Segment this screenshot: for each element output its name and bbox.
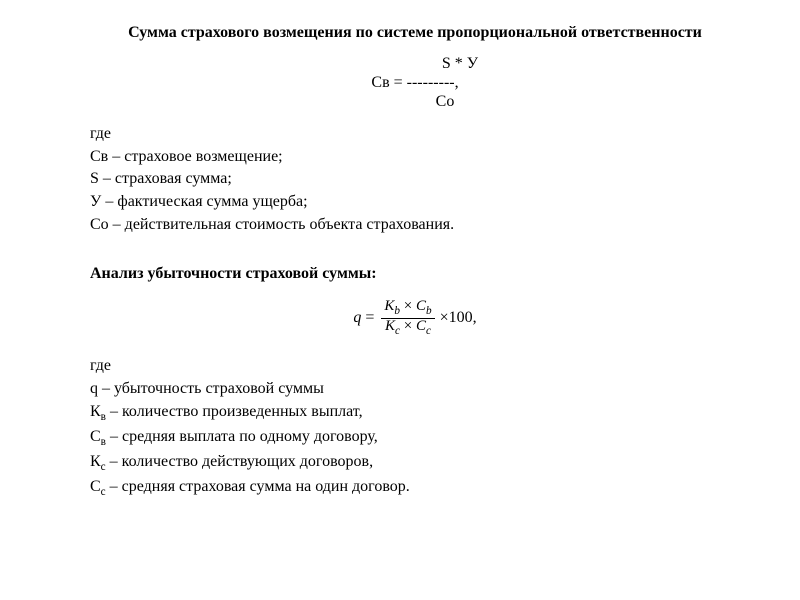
formula2-lhs: q = <box>353 307 374 329</box>
section2-colon: : <box>371 265 376 282</box>
def2-l2-sym: К <box>90 403 101 420</box>
def2-l3-sym: С <box>90 428 101 445</box>
def1-line3: У – фактическая сумма ущерба; <box>90 191 740 213</box>
den-Kc-K: K <box>385 318 395 334</box>
formula-1: S * У Св = ---------, Со <box>90 54 740 112</box>
where-label: где <box>90 123 740 145</box>
page-title: Сумма страхового возмещения по системе п… <box>90 22 740 44</box>
formula1-numerator: S * У <box>90 54 740 73</box>
num-Kb-K: K <box>384 298 394 314</box>
section2-title-text: Анализ убыточности страховой суммы <box>90 265 371 282</box>
def2-line3: Св – средняя выплата по одному договору, <box>90 426 740 450</box>
def2-l4-sym: К <box>90 453 101 470</box>
def2-l5-sym: С <box>90 478 101 495</box>
formula2-eq: = <box>361 309 374 326</box>
def2-l2-rest: – количество произведенных выплат, <box>106 403 363 420</box>
formula2-numerator: Kb × Cb <box>380 299 435 318</box>
def1-line1: Св – страховое возмещение; <box>90 146 740 168</box>
def2-l4-rest: – количество действующих договоров, <box>106 453 373 470</box>
formula2-fraction: Kb × Cb Kc × Cc <box>380 299 435 338</box>
def2-l3-rest: – средняя выплата по одному договору, <box>106 428 378 445</box>
formula2-tail: ×100, <box>440 307 477 329</box>
num-times1: × <box>400 298 416 314</box>
num-Cb-sub: b <box>426 305 432 317</box>
document-page: Сумма страхового возмещения по системе п… <box>0 0 800 526</box>
def1-line2: S – страховая сумма; <box>90 168 740 190</box>
def2-line2: Кв – количество произведенных выплат, <box>90 401 740 425</box>
formula1-denominator: Со <box>90 92 740 111</box>
def2-line5: Сс – средняя страховая сумма на один дог… <box>90 476 740 500</box>
formula-2: q = Kb × Cb Kc × Cc ×100, <box>90 299 740 338</box>
formula2-denominator: Kc × Cc <box>381 318 435 338</box>
def2-line4: Кс – количество действующих договоров, <box>90 451 740 475</box>
def2-line1: q – убыточность страховой суммы <box>90 378 740 400</box>
def2-l5-rest: – средняя страховая сумма на один догово… <box>106 478 410 495</box>
def1-line4: Со – действительная стоимость объекта ст… <box>90 214 740 236</box>
den-Cc-C: C <box>416 318 426 334</box>
where-label-2: где <box>90 355 740 377</box>
section2-title: Анализ убыточности страховой суммы: <box>90 263 740 285</box>
den-Cc-sub: c <box>426 325 431 337</box>
num-Cb-C: C <box>416 298 426 314</box>
formula2-x100: ×100 <box>440 309 473 326</box>
formula1-lhs: Св = ---------, <box>90 73 740 92</box>
den-times2: × <box>400 318 416 334</box>
formula2-comma: , <box>473 309 477 326</box>
